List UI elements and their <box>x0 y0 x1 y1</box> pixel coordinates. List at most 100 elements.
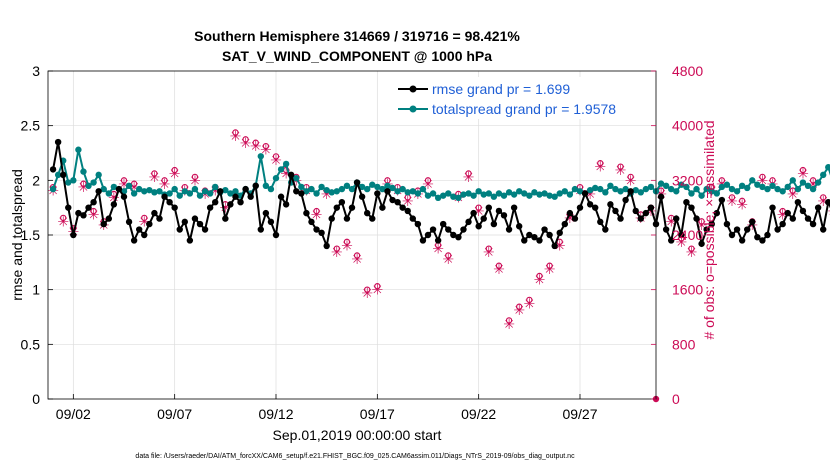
rmse-point <box>75 209 82 217</box>
totalspread-point <box>232 188 239 195</box>
possible-marker <box>171 166 178 174</box>
rmse-point <box>257 226 264 233</box>
totalspread-point <box>799 179 807 186</box>
rmse-point <box>247 193 254 200</box>
x-axis-label: Sep.01,2019 00:00:00 start <box>273 427 442 443</box>
x-tick-label: 09/27 <box>562 406 597 422</box>
legend-spread-marker <box>409 105 417 113</box>
rmse-point <box>181 218 188 226</box>
rmse-point <box>60 171 67 179</box>
totalspread-point <box>323 186 330 194</box>
rmse-point <box>49 166 57 173</box>
rmse-point <box>536 237 543 244</box>
totalspread-point <box>267 185 275 193</box>
possible-marker <box>688 245 695 252</box>
possible-marker <box>333 245 340 252</box>
series-layer: ✳✳✳✳✳✳✳✳✳✳ ✳✳✳✳✳✳✳✳✳✳✳✳✳✳✳✳✳✳✳✳✳✳✳✳✳✳✳✳✳✳… <box>47 102 830 403</box>
totalspread-point <box>566 191 574 198</box>
rmse-point <box>825 199 830 206</box>
totalspread-point <box>789 177 796 184</box>
assimilated-marker: ✳ <box>230 129 242 145</box>
assimilated-marker: ✳ <box>726 194 738 210</box>
possible-marker <box>343 238 351 246</box>
rmse-point <box>293 188 300 195</box>
totalspread-point <box>110 183 118 191</box>
totalspread-point <box>592 184 599 192</box>
possible-marker <box>738 197 746 205</box>
totalspread-point <box>136 185 143 193</box>
assimilated-marker: ✳ <box>523 296 535 312</box>
assimilated-marker: ✳ <box>564 211 576 227</box>
possible-marker <box>505 317 513 324</box>
totalspread-point <box>713 190 720 197</box>
totalspread-point <box>764 185 771 193</box>
rmse-point <box>789 215 796 222</box>
rmse-point <box>804 215 812 222</box>
rmse-point <box>161 193 168 200</box>
totalspread-point <box>480 191 487 198</box>
rmse-point <box>718 196 726 204</box>
totalspread-point <box>65 179 72 186</box>
rmse-point <box>505 226 513 233</box>
rmse-point <box>683 199 690 206</box>
totalspread-point <box>485 190 492 197</box>
right-axis-label: # of obs: o=possible; ×=assimilated <box>701 120 717 339</box>
rmse-point <box>303 209 310 217</box>
rmse-point <box>759 237 766 244</box>
totalspread-point <box>328 189 335 196</box>
rmse-point <box>333 204 340 211</box>
totalspread-point <box>206 190 214 197</box>
assimilated-marker: ✳ <box>351 252 363 268</box>
rmse-point <box>698 240 705 247</box>
totalspread-point <box>744 184 751 192</box>
rmse-point <box>470 209 477 217</box>
possible-marker <box>252 139 259 146</box>
rmse-point <box>65 204 72 211</box>
totalspread-point <box>759 183 766 191</box>
chart-title: Southern Hemisphere 314669 / 319716 = 98… <box>194 28 520 44</box>
possible-marker <box>698 218 705 225</box>
rmse-point <box>799 207 807 215</box>
rmse-point <box>576 204 584 211</box>
totalspread-point <box>384 182 391 189</box>
rmse-point <box>277 193 285 200</box>
totalspread-point <box>338 185 346 193</box>
rmse-point <box>764 231 771 239</box>
rmse-point <box>531 233 538 241</box>
totalspread-point <box>318 183 325 191</box>
assimilated-marker: ✳ <box>746 218 758 234</box>
rmse-point <box>662 226 670 233</box>
rmse-point <box>338 199 346 206</box>
rmse-point <box>713 209 720 217</box>
totalspread-point <box>298 183 305 191</box>
totalspread-point <box>313 190 320 197</box>
rmse-point <box>774 226 781 233</box>
totalspread-point <box>536 191 543 198</box>
rmse-point <box>196 220 204 228</box>
totalspread-point <box>277 166 285 173</box>
rmse-point <box>201 226 209 233</box>
totalspread-point <box>130 190 138 197</box>
rmse-point <box>495 207 503 215</box>
totalspread-point <box>774 185 781 193</box>
totalspread-point <box>546 192 553 199</box>
rmse-point <box>146 220 153 228</box>
rmse-point <box>809 220 817 228</box>
totalspread-point <box>379 185 386 193</box>
rmse-point <box>404 207 411 215</box>
totalspread-point <box>181 188 188 195</box>
totalspread-point <box>541 190 548 197</box>
footer-datafile: data file: /Users/raeder/DAI/ATM_forcXX/… <box>135 453 575 460</box>
rmse-point <box>125 218 133 226</box>
assimilated-marker: ✳ <box>199 187 211 203</box>
totalspread-point <box>201 188 209 195</box>
possible-marker <box>151 170 158 177</box>
totalspread-point <box>516 188 523 195</box>
possible-marker <box>364 286 371 293</box>
totalspread-point <box>75 146 82 153</box>
rmse-point <box>561 220 568 228</box>
rmse-point <box>632 207 639 215</box>
assimilated-marker: ✳ <box>584 187 596 203</box>
rmse-point <box>733 226 741 233</box>
totalspread-point <box>728 185 736 193</box>
